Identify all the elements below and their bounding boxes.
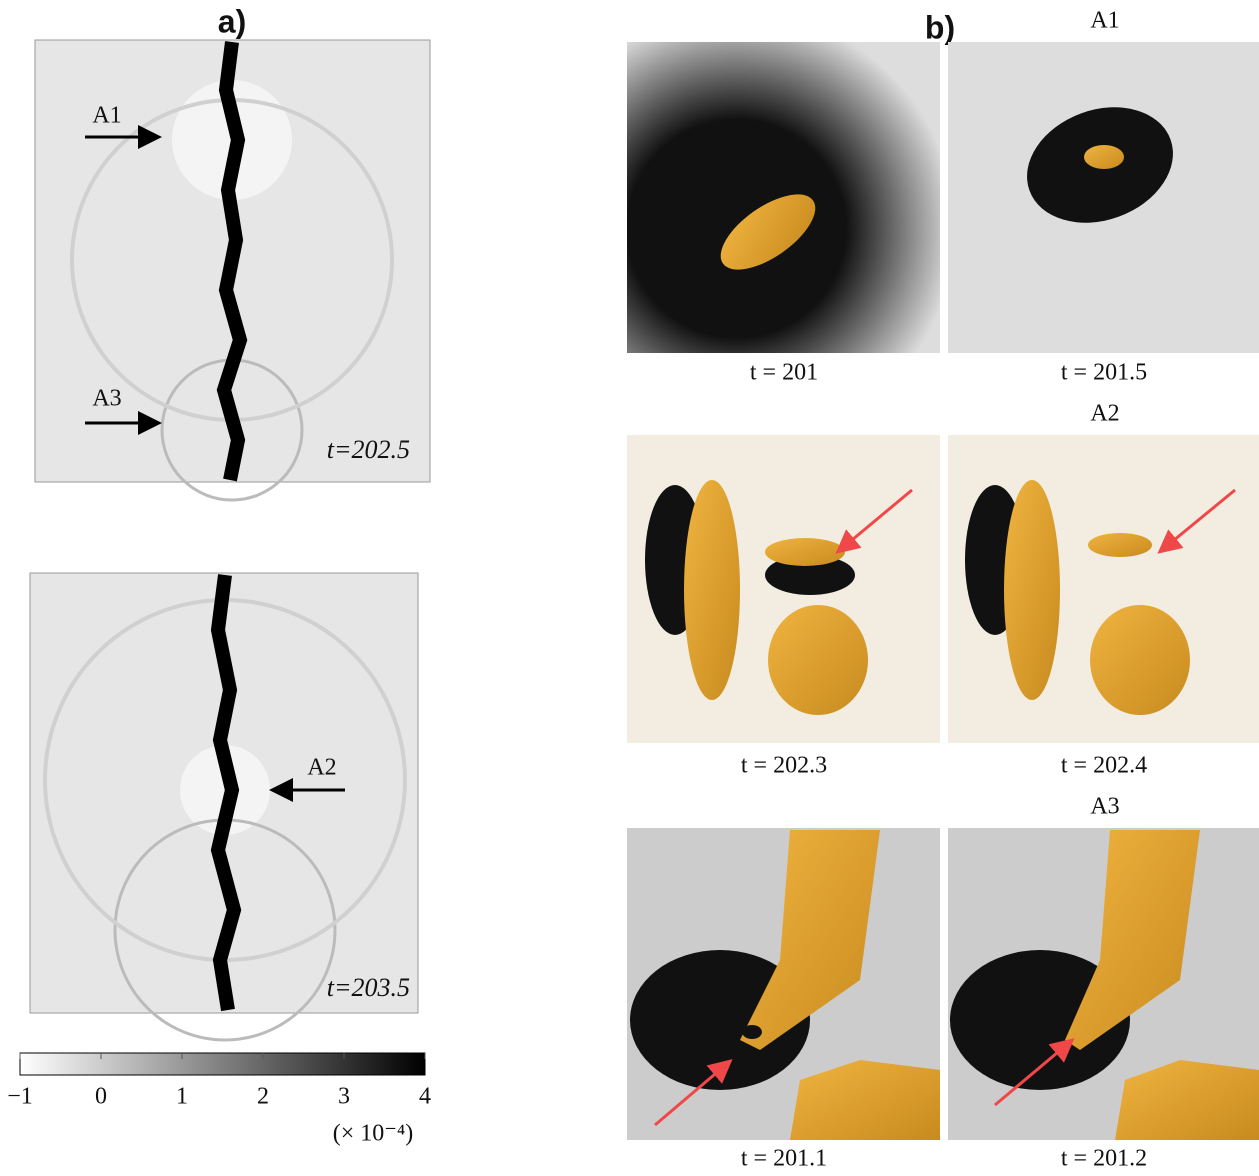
- tick-label: −1: [7, 1084, 33, 1110]
- panel-label: a): [218, 3, 246, 39]
- time-label: t=202.5: [327, 435, 410, 464]
- tick-label: 2: [257, 1084, 269, 1110]
- field-image: [30, 573, 418, 1040]
- time-label: t=203.5: [327, 973, 410, 1002]
- render-image: [627, 435, 1259, 743]
- time-caption: t = 202.3: [741, 753, 827, 779]
- marker-label: A2: [307, 755, 336, 781]
- row-title: A3: [1090, 794, 1119, 820]
- colorbar-unit: (× 10⁻⁴): [333, 1121, 414, 1147]
- time-caption: t = 201.2: [1061, 1146, 1147, 1172]
- panel-label: b): [925, 9, 955, 45]
- time-caption: t = 201.1: [741, 1146, 827, 1172]
- render-image: [627, 828, 1259, 1140]
- render-image: [627, 42, 1259, 353]
- marker-label: A3: [92, 386, 121, 412]
- tick-label: 0: [95, 1084, 107, 1110]
- figure: a) t=202.5 A1 A3 t=203.5 A2 −1 0 1 2 3 4 (× 1…: [0, 0, 1259, 1176]
- colorbar: [20, 1053, 425, 1075]
- row-title: A1: [1090, 8, 1119, 34]
- time-caption: t = 202.4: [1061, 753, 1147, 779]
- tick-label: 3: [338, 1084, 350, 1110]
- row-title: A2: [1090, 401, 1119, 427]
- tick-label: 4: [419, 1084, 431, 1110]
- marker-label: A1: [92, 103, 121, 129]
- time-caption: t = 201: [750, 360, 818, 386]
- time-caption: t = 201.5: [1061, 360, 1147, 386]
- page: a) t=202.5 A1 A3 t=203.5 A2 −1 0 1 2 3 4 (× 1…: [0, 0, 1259, 1176]
- tick-label: 1: [176, 1084, 188, 1110]
